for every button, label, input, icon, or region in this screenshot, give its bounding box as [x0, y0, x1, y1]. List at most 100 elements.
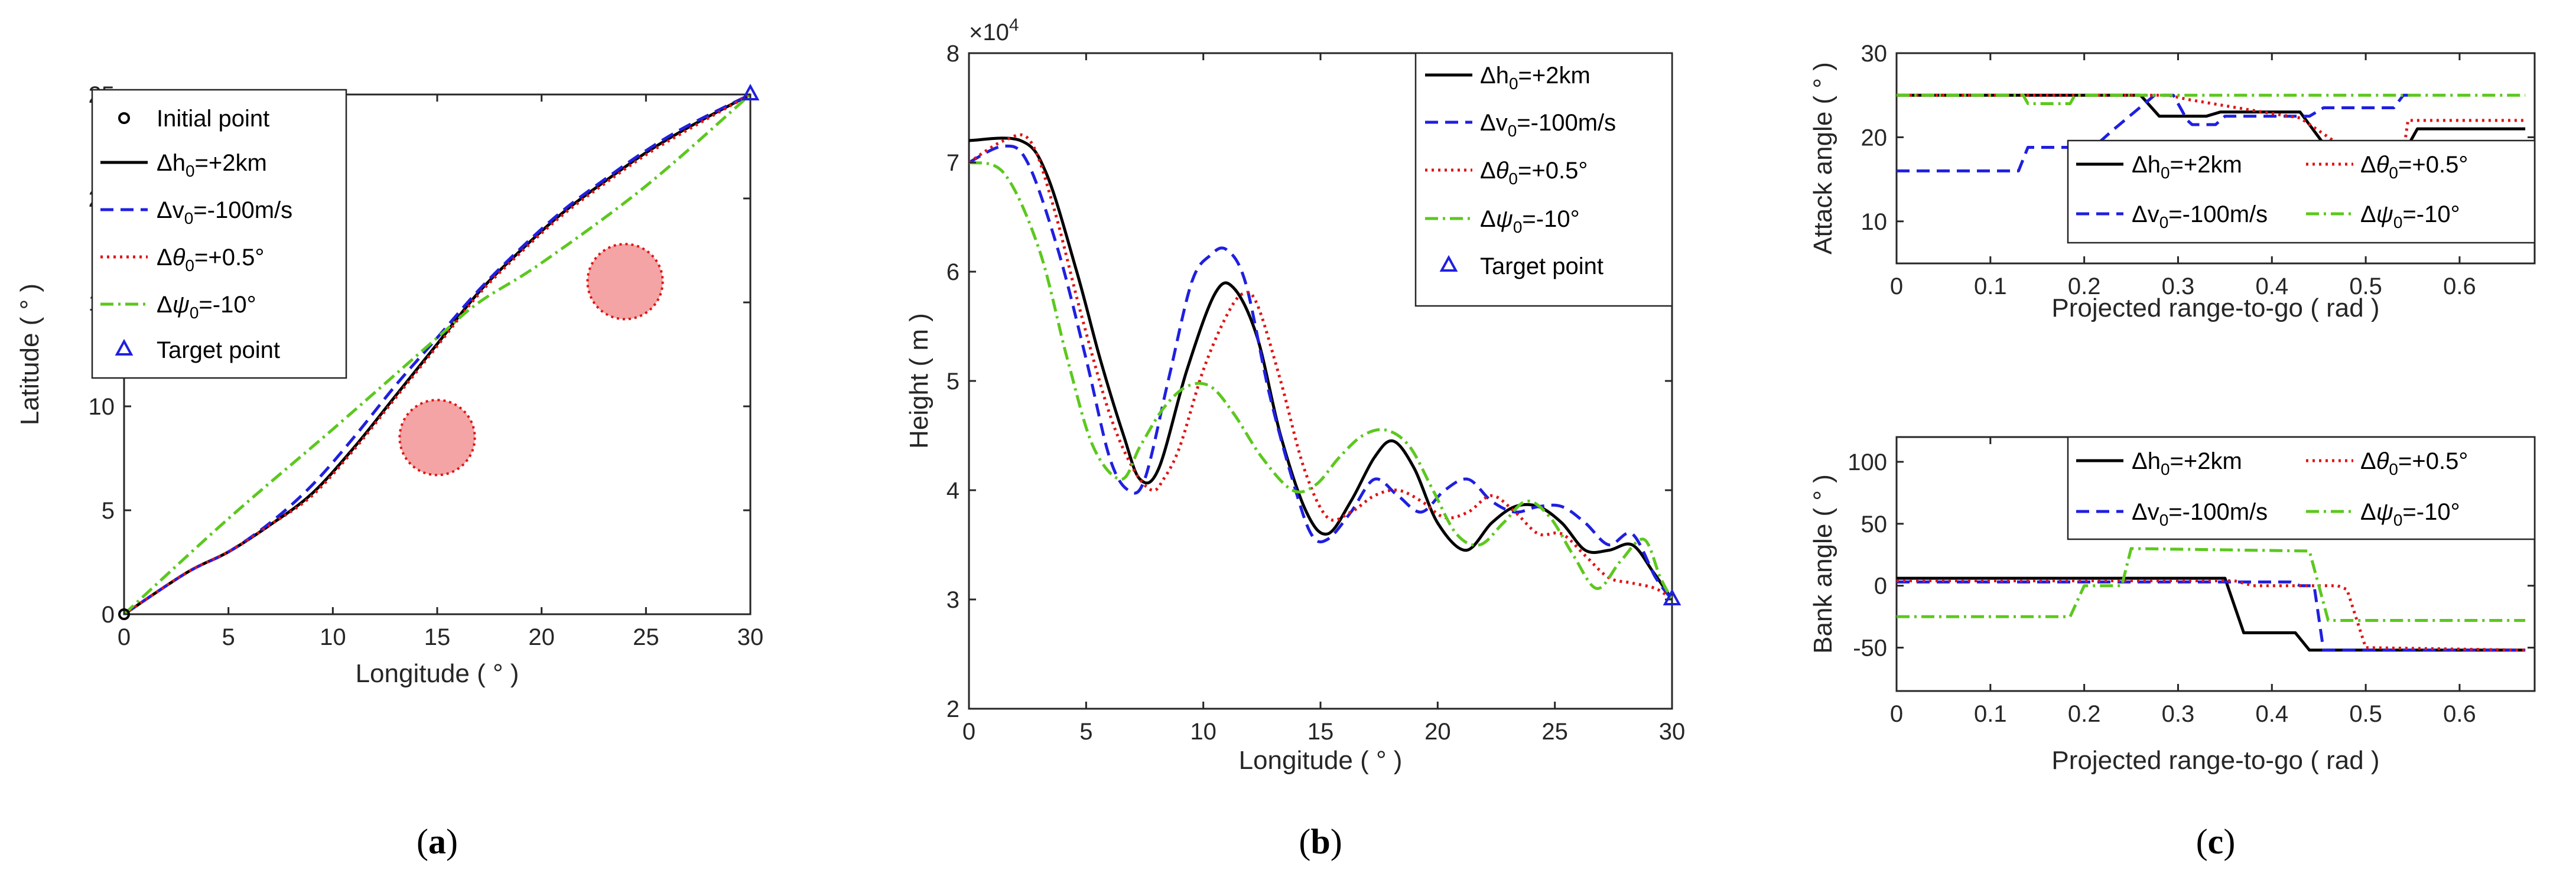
series-lines-b: [969, 133, 1672, 601]
y-tick-label: 4: [947, 478, 960, 504]
panel-label-b-letter: b: [1310, 822, 1330, 861]
panel-label-a: (a): [417, 822, 458, 861]
no-fly-zones-a: [398, 243, 664, 477]
legend-box-c-top: [2067, 139, 2536, 244]
y-tick-label: 50: [1861, 511, 1888, 537]
no-fly-zone: [398, 399, 476, 477]
x-tick-label: 0.6: [2443, 701, 2476, 727]
y-axis-label-c-bottom: Bank angle ( ° ): [1809, 474, 1837, 654]
legend-dh0-cb: Δh0=+2km: [2132, 448, 2242, 478]
x-tick-label: 0: [962, 719, 975, 745]
x-tick-label: 0.3: [2162, 273, 2195, 299]
chart-a: 0510152025300510152025 Longitude ( ° ) L…: [15, 82, 763, 688]
legend-dh0-sub: 0: [186, 162, 195, 180]
legend-box-c-bottom: [2067, 436, 2536, 540]
panel-label-a-letter: a: [428, 822, 446, 861]
legend-target-point-marker-b: [1439, 255, 1458, 272]
x-tick-label: 0.4: [2255, 273, 2288, 299]
y-tick-label: 0: [1874, 573, 1887, 599]
legend-dtheta0-ct: Δθ0=+0.5°: [2360, 152, 2468, 182]
x-tick-label: 15: [1307, 719, 1334, 745]
legend-target-point-marker: [115, 338, 134, 356]
target-point-marker: [741, 83, 760, 100]
x-axis-label-a: Longitude ( ° ): [356, 659, 519, 688]
x-tick-label: 0.5: [2349, 701, 2382, 727]
x-tick-label: 5: [1079, 719, 1092, 745]
x-tick-label: 0.5: [2349, 273, 2382, 299]
y-tick-label: 6: [947, 259, 960, 285]
x-tick-label: 0.2: [2068, 701, 2101, 727]
legend-dpsi0-ct: Δψ0=-10°: [2360, 201, 2460, 232]
series-line-dv0: [124, 93, 750, 614]
y-tick-label: 0: [102, 602, 115, 628]
ticks-c-bottom: 0 0.1 0.2 0.3 0.4 0.5 0.6 -50 0 50 100: [1848, 437, 2535, 727]
x-tick-label: 30: [737, 624, 764, 650]
series-lines-c-bottom: [1897, 547, 2526, 652]
legend-dh0-b: Δh0=+2km: [1480, 63, 1591, 93]
y-tick-label: 100: [1848, 449, 1887, 475]
legend-c-bottom: Δh0=+2km Δθ0=+0.5° Δv0=-100m/s Δψ0=-10°: [2067, 436, 2536, 540]
y-tick-label: 20: [1861, 125, 1888, 151]
x-axis-label-c-top: Projected range-to-go ( rad ): [2051, 294, 2379, 322]
series-line-dpsi0: [1897, 547, 2526, 622]
panel-label-c-letter: c: [2208, 822, 2224, 861]
legend-dpsi0-a: Δψ0=-10°: [157, 292, 256, 322]
x-axis-label-c-bottom: Projected range-to-go ( rad ): [2051, 746, 2379, 775]
y-tick-label: 3: [947, 587, 960, 613]
legend-initial-point: Initial point: [157, 106, 269, 132]
y-tick-label: 10: [1861, 209, 1888, 235]
y-axis-label-b: Height ( m ): [905, 313, 934, 449]
y-scale-exponent: 4: [1009, 15, 1019, 35]
series-lines-a: [124, 93, 750, 614]
legend-a: Initial point Δh0=+2km Δv0=-100m/s Δθ0=+…: [91, 89, 347, 379]
x-tick-label: 0.1: [1974, 701, 2007, 727]
legend-dpsi0-cb: Δψ0=-10°: [2360, 499, 2460, 529]
legend-dv0-b: Δv0=-100m/s: [1480, 110, 1616, 140]
x-axis-label-b: Longitude ( ° ): [1239, 746, 1403, 775]
legend-box-a: [91, 89, 347, 379]
x-tick-label: 25: [1541, 719, 1568, 745]
series-line-dpsi0: [1897, 93, 2526, 105]
series-line-dtheta0: [969, 133, 1672, 601]
y-tick-label: 30: [1861, 41, 1888, 67]
x-tick-label: 15: [424, 624, 451, 650]
ticks-c-top: 0 0.1 0.2 0.3 0.4 0.5 0.6 10 20 30: [1861, 41, 2535, 299]
y-tick-label: -50: [1853, 635, 1887, 661]
y-tick-label: 2: [947, 696, 960, 722]
x-tick-label: 0.6: [2443, 273, 2476, 299]
legend-dtheta0-cb: Δθ0=+0.5°: [2360, 448, 2468, 478]
x-tick-label: 5: [222, 624, 235, 650]
legend-dpsi0-b: Δψ0=-10°: [1480, 206, 1580, 236]
series-line-dh0: [1897, 576, 2526, 652]
y-tick-label: 8: [947, 41, 960, 67]
legend-b: Δh0=+2km Δv0=-100m/s Δθ0=+0.5° Δψ0=-10° …: [1414, 52, 1673, 307]
legend-c-top: Δh0=+2km Δθ0=+0.5° Δv0=-100m/s Δψ0=-10°: [2067, 139, 2536, 244]
x-tick-label: 0: [118, 624, 131, 650]
y-tick-label: 5: [947, 369, 960, 395]
x-tick-label: 0.4: [2255, 701, 2288, 727]
y-tick-label: 10: [89, 394, 115, 420]
target-point-marker-b: [1663, 588, 1681, 605]
x-tick-label: 0.2: [2068, 273, 2101, 299]
x-tick-label: 0.1: [1974, 273, 2007, 299]
y-tick-label: 5: [102, 498, 115, 524]
x-tick-label: 10: [320, 624, 346, 650]
chart-c-top: 0 0.1 0.2 0.3 0.4 0.5 0.6 10 20 30 Projected rang…: [1809, 41, 2536, 322]
legend-box-b: [1414, 52, 1673, 307]
legend-dtheta0-a: Δθ0=+0.5°: [157, 245, 264, 275]
x-tick-label: 20: [1424, 719, 1451, 745]
legend-dh0-value: =+2km: [195, 150, 267, 176]
y-scale-base: ×10: [969, 19, 1009, 45]
panel-label-c: (c): [2196, 822, 2236, 861]
x-tick-label: 0: [1890, 701, 1903, 727]
y-axis-label-a: Latitude ( ° ): [15, 283, 44, 425]
series-line-dpsi0: [124, 93, 750, 614]
x-tick-label: 20: [528, 624, 555, 650]
no-fly-zone: [586, 243, 664, 321]
x-tick-label: 10: [1190, 719, 1217, 745]
legend-dtheta0-b: Δθ0=+0.5°: [1480, 158, 1588, 188]
legend-dv0-cb: Δv0=-100m/s: [2132, 499, 2268, 529]
panel-label-b: (b): [1299, 822, 1342, 861]
